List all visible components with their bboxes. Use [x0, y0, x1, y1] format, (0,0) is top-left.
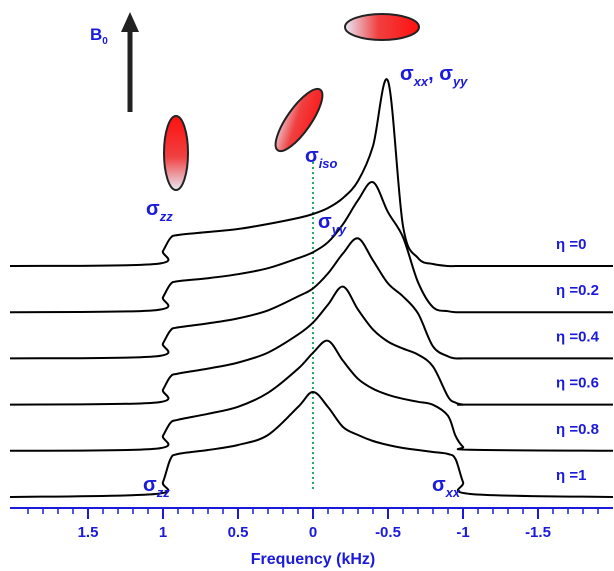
field-subscript: 0 [102, 36, 108, 47]
tensor-ellipsoid [274, 87, 324, 153]
annotation: σxx [432, 474, 461, 500]
annotation-symbol: σ [143, 474, 157, 496]
series-label: η =0 [556, 236, 586, 253]
series-label: η =0.4 [556, 328, 600, 345]
x-tick-label: -1.5 [525, 524, 551, 541]
annotation-subscript: xx [413, 74, 429, 89]
annotation-symbol: σ [432, 474, 446, 496]
spectrum-line [9, 339, 614, 452]
annotation-subscript: iso [319, 156, 338, 171]
spectrum-line [9, 390, 614, 498]
annotation: σiso [305, 145, 338, 171]
series-label: η =1 [556, 467, 586, 484]
annotation-subscript: yy [452, 74, 468, 89]
spectrum-line [9, 181, 613, 314]
tensor-ellipsoid [344, 13, 420, 41]
annotation-symbol: σ [400, 63, 414, 85]
annotation-subscript: xx [445, 485, 461, 500]
annotation-symbol: , σ [428, 63, 453, 85]
field-label: B0 [90, 25, 108, 47]
annotation-symbol: σ [318, 211, 332, 233]
annotation-subscript: zz [156, 485, 171, 500]
field-arrow-head [121, 12, 139, 32]
x-tick-label: 1.5 [78, 524, 99, 541]
annotation-symbol: σ [305, 145, 319, 167]
x-tick-label: -1 [456, 524, 469, 541]
annotation-subscript: yy [331, 222, 347, 237]
annotation-symbol: σ [146, 198, 160, 220]
x-tick-label: 1 [159, 524, 167, 541]
x-tick-label: 0 [309, 524, 317, 541]
annotation: σzz [146, 198, 173, 224]
series-label: η =0.8 [556, 421, 599, 438]
annotation: σxx, σyy [400, 63, 468, 89]
x-tick-label: 0.5 [228, 524, 249, 541]
field-symbol: B [90, 25, 102, 44]
annotation: σyy [318, 211, 347, 237]
spectrum-line [9, 285, 613, 406]
x-axis-title: Frequency (kHz) [251, 551, 375, 568]
annotation-subscript: zz [159, 209, 174, 224]
spectrum-line [9, 237, 613, 360]
series-label: η =0.6 [556, 375, 599, 392]
spectrum-line [9, 78, 613, 268]
series-label: η =0.2 [556, 282, 599, 299]
annotation: σzz [143, 474, 170, 500]
tensor-ellipsoid [163, 115, 189, 191]
x-tick-label: -0.5 [375, 524, 401, 541]
